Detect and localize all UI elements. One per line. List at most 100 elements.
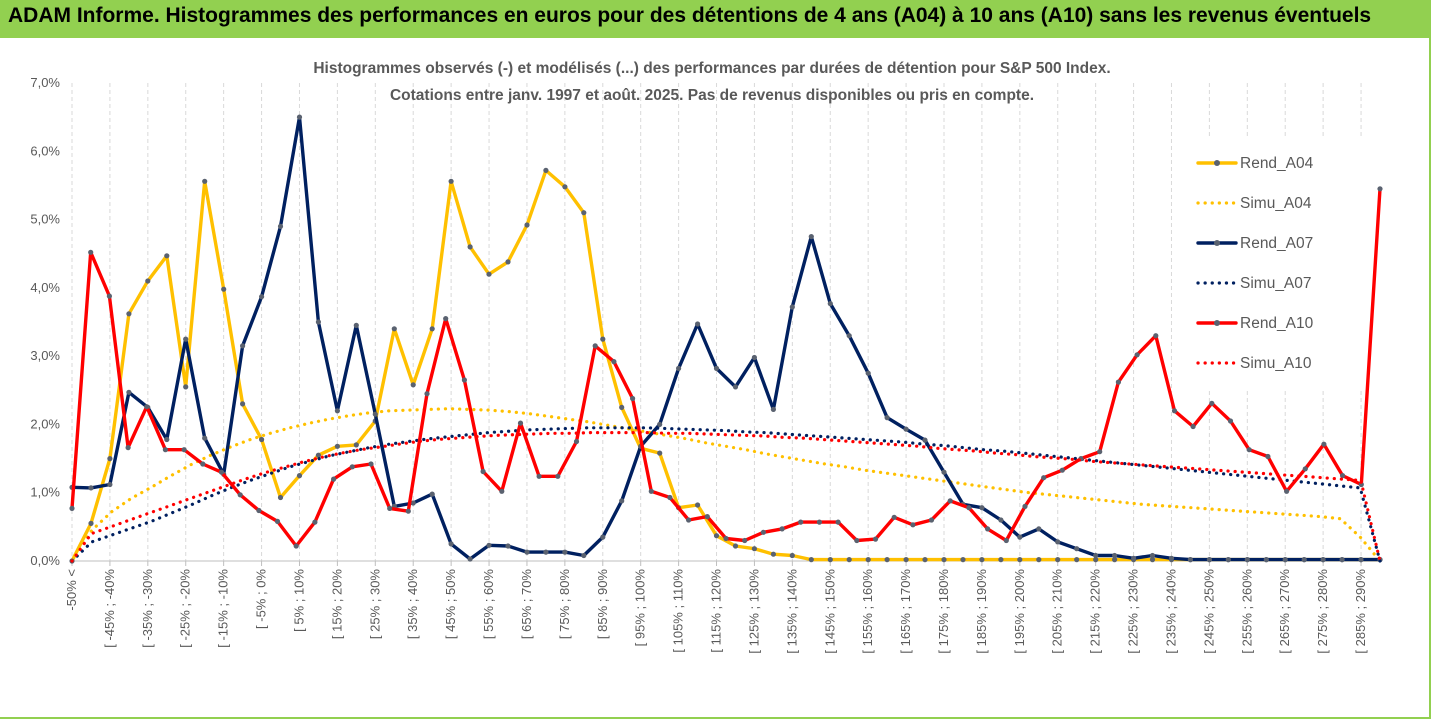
data-point: [312, 519, 318, 525]
data-point: [872, 536, 879, 542]
data-point: [1022, 503, 1028, 509]
data-point: [600, 534, 606, 540]
x-tick-label: [ 85% ; 90%: [595, 569, 610, 640]
data-point: [353, 442, 359, 448]
legend-marker: [1214, 240, 1220, 246]
data-point: [846, 333, 852, 339]
data-point: [88, 520, 94, 526]
data-point: [922, 557, 928, 563]
data-point: [125, 445, 131, 451]
data-point: [1041, 475, 1047, 481]
data-point: [467, 244, 473, 250]
legend-background: [1185, 138, 1365, 388]
data-point: [240, 343, 246, 349]
data-point: [1093, 557, 1099, 563]
y-tick-label: 0,0%: [30, 553, 60, 568]
data-point: [126, 311, 132, 317]
x-tick-label: [ 155% ; 160%: [860, 569, 875, 654]
data-point: [1301, 557, 1307, 563]
legend-label: Rend_A07: [1240, 235, 1313, 252]
data-point: [524, 222, 530, 228]
x-tick-label: [ 165% ; 170%: [898, 569, 913, 654]
data-point: [1209, 400, 1215, 406]
data-point: [410, 500, 416, 506]
x-tick-label: [ 5% ; 10%: [291, 569, 306, 632]
data-point: [854, 537, 860, 544]
data-point: [88, 249, 94, 255]
x-tick-label: [ 55% ; 60%: [481, 569, 496, 640]
data-point: [581, 210, 587, 216]
data-point: [1302, 466, 1308, 472]
data-point: [1036, 526, 1042, 532]
data-point: [274, 518, 281, 524]
data-point: [592, 343, 598, 349]
x-tick-label: [ 235% ; 240%: [1163, 569, 1178, 654]
data-point: [979, 505, 985, 511]
data-point: [202, 435, 208, 441]
data-point: [1320, 557, 1326, 563]
data-point: [611, 359, 617, 365]
data-point: [443, 316, 449, 322]
data-point: [1227, 418, 1234, 424]
data-point: [827, 301, 833, 307]
data-point: [536, 473, 542, 479]
data-point: [410, 382, 416, 388]
data-point: [941, 557, 947, 563]
data-point: [573, 438, 580, 445]
data-point: [372, 411, 378, 417]
data-point: [704, 514, 710, 520]
data-point: [277, 494, 284, 501]
data-point: [884, 557, 890, 563]
data-point: [657, 450, 663, 456]
data-point: [998, 557, 1004, 563]
data-point: [1093, 552, 1099, 559]
data-point: [107, 481, 113, 488]
data-point: [391, 326, 397, 332]
data-point: [695, 502, 701, 508]
data-point: [1112, 552, 1118, 559]
y-tick-label: 3,0%: [30, 348, 60, 363]
chart-area: -50% < [ -45% ; -40% [ -35% ; -30% [ -25% ;…: [0, 38, 1431, 719]
data-point: [732, 384, 739, 390]
data-point: [368, 461, 374, 467]
data-point: [903, 426, 909, 432]
data-point: [183, 336, 189, 342]
x-tick-label: [ 95% ; 100%: [633, 569, 648, 647]
data-point: [979, 557, 985, 563]
data-point: [1265, 453, 1271, 460]
data-point: [505, 259, 511, 265]
data-point: [88, 485, 94, 491]
data-point: [296, 114, 303, 120]
data-point: [200, 461, 206, 467]
data-point: [1017, 557, 1023, 563]
series-lines: [69, 114, 1383, 564]
data-point: [808, 557, 814, 563]
data-point: [183, 384, 189, 390]
data-point: [713, 533, 720, 539]
data-point: [237, 492, 243, 498]
data-point: [922, 437, 928, 443]
data-point: [162, 447, 168, 453]
data-point: [145, 278, 151, 284]
data-point: [1206, 557, 1212, 563]
data-point: [816, 519, 823, 525]
x-tick-label: [ 15% ; 20%: [329, 569, 344, 640]
data-point: [505, 543, 511, 549]
x-tick-label: [ 45% ; 50%: [443, 569, 458, 640]
data-point: [760, 529, 767, 535]
x-tick-label: [ -35% ; -30%: [140, 569, 155, 648]
y-tick-label: 4,0%: [30, 280, 60, 295]
data-point: [1246, 447, 1252, 453]
data-point: [1187, 557, 1193, 563]
data-point: [695, 321, 701, 327]
data-point: [827, 557, 833, 563]
data-point: [1074, 557, 1080, 563]
data-point: [405, 508, 411, 514]
x-tick-label: [ -25% ; -20%: [178, 569, 193, 648]
data-point: [600, 336, 606, 342]
data-point: [723, 535, 729, 542]
series-line-rend-a10: [70, 187, 1382, 548]
data-point: [562, 549, 568, 555]
legend-label: Simu_A07: [1240, 275, 1312, 292]
x-tick-label: [ -45% ; -40%: [102, 569, 117, 648]
